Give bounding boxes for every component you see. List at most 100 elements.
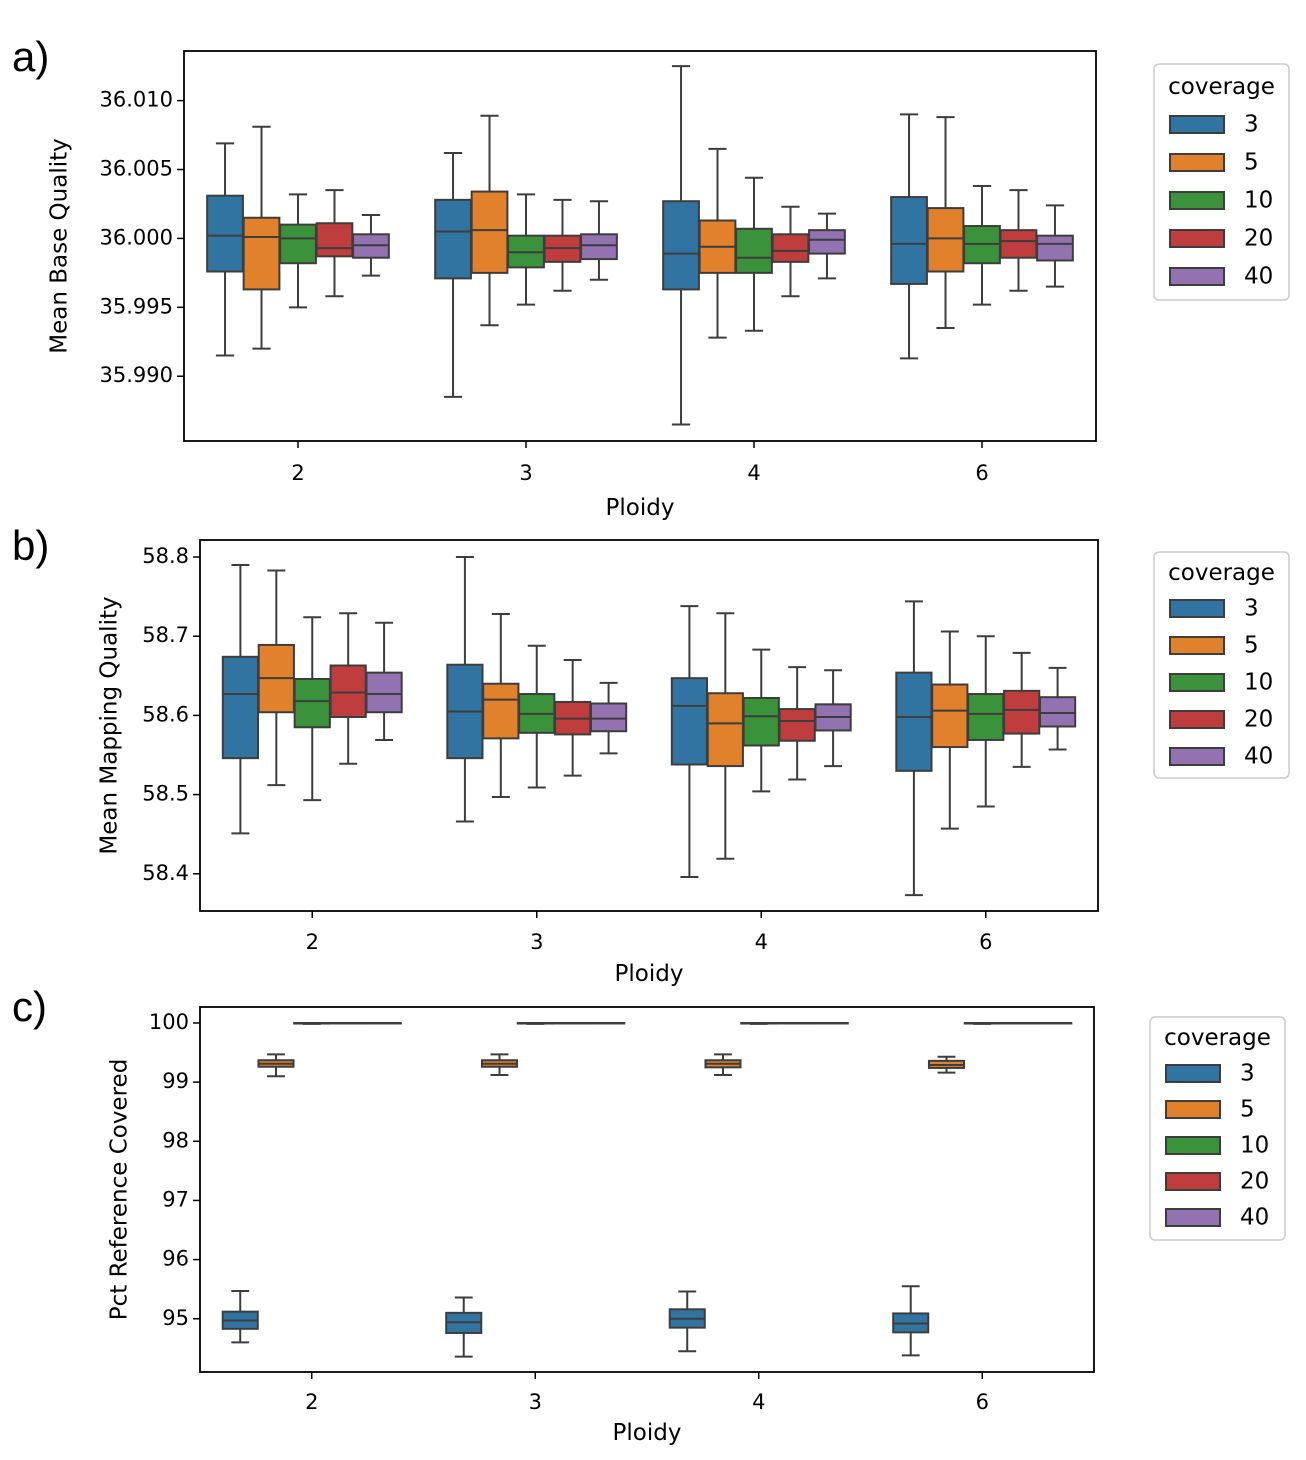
y-tick-label: 100	[149, 1010, 189, 1034]
y-tick-label: 58.7	[142, 623, 189, 647]
legend-swatch	[1169, 267, 1225, 286]
box-cov5-ploidy2	[257, 569, 295, 787]
box-cov40-ploidy3	[588, 1021, 626, 1025]
x-axis-label: Ploidy	[613, 1420, 682, 1446]
box-cov10-ploidy6	[963, 1021, 1001, 1025]
legend-entry-label: 3	[1244, 596, 1259, 622]
box-cov20-ploidy6	[999, 1021, 1037, 1025]
box-cov3-ploidy2	[221, 563, 260, 835]
box-cov3-ploidy3	[434, 151, 472, 398]
box-iqr	[279, 223, 317, 265]
legend-swatch	[1165, 1136, 1221, 1155]
box-cov3-ploidy4	[668, 1290, 706, 1353]
box-iqr	[1036, 234, 1074, 262]
box-cov40-ploidy6	[1035, 1021, 1073, 1025]
panel-1: a) 35.990 35.995 36.000 36.005 36.010 2 3 4 6 Ploi…	[12, 33, 1290, 521]
box-cov10-ploidy2	[293, 616, 331, 802]
box-iqr	[890, 196, 928, 285]
y-axis-label: Mean Mapping Quality	[97, 596, 123, 854]
box-cov3-ploidy6	[892, 1285, 930, 1357]
box-cov10-ploidy4	[735, 176, 773, 332]
box-cov5-ploidy3	[482, 613, 520, 798]
legend-entry-label: 10	[1244, 188, 1273, 214]
legend-swatch	[1169, 673, 1225, 692]
box-cov3-ploidy3	[445, 1296, 483, 1358]
box-cov40-ploidy6	[1036, 204, 1074, 288]
panel-2: b) 58.4 58.5 58.6 58.7 58.8 2 3 4 6 Ploidy Mean Map…	[12, 522, 1290, 987]
box-iqr	[967, 693, 1005, 741]
box-cov3-ploidy3	[446, 556, 484, 823]
legend-swatch	[1169, 747, 1225, 766]
legend-swatch	[1169, 191, 1225, 210]
x-axis-label: Ploidy	[615, 961, 684, 987]
box-iqr	[778, 708, 816, 742]
box-iqr	[1003, 689, 1041, 735]
legend: coverage 3 5 10 20 40	[1153, 551, 1290, 779]
box-iqr	[221, 655, 260, 760]
x-tick-label: 4	[747, 461, 760, 485]
box-cov3-ploidy6	[895, 600, 933, 897]
y-tick-label: 58.5	[142, 782, 189, 806]
box-cov5-ploidy4	[698, 147, 737, 339]
box-cov20-ploidy3	[543, 198, 582, 292]
legend-swatch	[1169, 115, 1225, 134]
box-cov5-ploidy2	[242, 125, 281, 350]
box-iqr	[931, 683, 969, 749]
box-cov10-ploidy4	[740, 1021, 778, 1025]
legend-entry-label: 20	[1240, 1169, 1269, 1195]
y-tick-label: 36.010	[100, 88, 173, 112]
box-cov40-ploidy4	[814, 669, 852, 768]
legend-title: coverage	[1168, 74, 1275, 100]
y-axis-label: Mean Base Quality	[47, 138, 73, 353]
box-cov40-ploidy3	[589, 681, 628, 755]
box-cov20-ploidy4	[778, 666, 816, 781]
box-cov10-ploidy6	[963, 185, 1001, 306]
legend-entry-label: 5	[1244, 633, 1259, 659]
legend-entry-label: 20	[1244, 707, 1273, 733]
y-tick-label: 96	[162, 1247, 189, 1271]
box-cov5-ploidy6	[927, 1055, 966, 1074]
box-cov5-ploidy6	[926, 116, 965, 329]
box-cov20-ploidy6	[1003, 651, 1041, 768]
x-tick-label: 3	[530, 930, 543, 954]
plot-frame	[183, 50, 1097, 442]
box-iqr	[999, 229, 1038, 259]
x-tick-label: 3	[529, 1390, 542, 1414]
box-iqr	[706, 692, 744, 768]
box-cov10-ploidy3	[507, 193, 545, 306]
plot-frame	[199, 539, 1099, 912]
box-cov20-ploidy3	[552, 1021, 590, 1025]
y-tick-label: 36.005	[100, 157, 173, 181]
panel-3: c) 95 96 97 98 99 100 2 3 4 6 Ploidy Pct Reference C…	[12, 983, 1286, 1446]
box-iqr	[242, 216, 281, 291]
box-iqr	[315, 222, 354, 258]
box-cov10-ploidy6	[967, 635, 1005, 808]
box-cov3-ploidy4	[670, 605, 709, 878]
legend-swatch	[1165, 1172, 1221, 1191]
box-iqr	[329, 664, 367, 718]
box-cov40-ploidy6	[1038, 666, 1077, 751]
y-tick-label: 95	[162, 1306, 189, 1330]
legend-swatch	[1169, 710, 1225, 729]
x-tick-label: 6	[975, 461, 988, 485]
box-iqr	[470, 190, 509, 274]
box-cov3-ploidy4	[662, 65, 700, 426]
legend-entry-label: 5	[1244, 150, 1259, 176]
legend-entry-label: 5	[1240, 1097, 1255, 1123]
box-cov20-ploidy4	[775, 1021, 814, 1025]
panel-label: a)	[12, 33, 49, 80]
box-cov20-ploidy6	[999, 189, 1038, 292]
panel-label: b)	[12, 522, 49, 569]
x-tick-label: 4	[752, 1390, 765, 1414]
box-cov5-ploidy3	[480, 1053, 519, 1077]
box-iqr	[482, 682, 520, 740]
box-iqr	[670, 677, 709, 766]
y-tick-label: 58.6	[142, 702, 189, 726]
box-cov5-ploidy2	[257, 1053, 295, 1078]
legend-title: coverage	[1168, 560, 1275, 586]
box-iqr	[434, 198, 472, 280]
x-tick-label: 6	[976, 1390, 989, 1414]
box-cov5-ploidy3	[470, 114, 509, 327]
box-iqr	[1038, 696, 1077, 728]
